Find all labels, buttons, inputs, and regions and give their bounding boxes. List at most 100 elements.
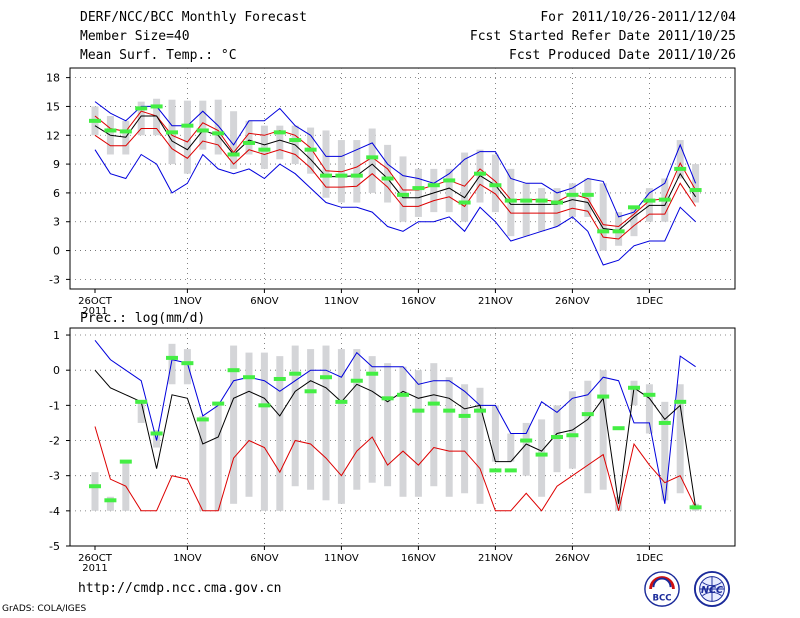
panel2-obs-marker xyxy=(397,392,409,397)
panel1-year-label: 2011 xyxy=(82,306,107,317)
panel2-spread-box xyxy=(245,352,253,497)
panel2-x-tick-label: 1NOV xyxy=(173,553,202,564)
panel2-spread-box xyxy=(260,352,268,511)
panel2-obs-marker xyxy=(289,371,302,376)
panel1-spread-box xyxy=(553,188,561,227)
bcc-logo: BCC xyxy=(644,571,680,607)
panel1-obs-marker xyxy=(535,198,548,203)
panel1-obs-marker xyxy=(628,205,640,210)
panel1-spread-box xyxy=(368,128,376,193)
panel1-spread-box xyxy=(630,207,638,237)
panel1-spread-box xyxy=(153,98,161,136)
panel2-obs-marker xyxy=(243,375,255,380)
panel1-x-tick-label: 1DEC xyxy=(636,296,663,307)
panel2-spread-box xyxy=(214,401,222,511)
panel2-obs-marker xyxy=(212,401,225,406)
panel2-spread-box xyxy=(491,405,499,462)
panel1-obs-marker xyxy=(227,152,240,157)
panel2-obs-marker xyxy=(320,375,332,380)
panel1-plot-frame xyxy=(69,67,736,290)
panel1-spread-box xyxy=(199,100,207,150)
panel2-obs-marker xyxy=(581,412,594,417)
panel2-obs-marker xyxy=(119,459,132,464)
panel1-spread-box xyxy=(584,178,592,217)
panel2-spread-box xyxy=(584,380,592,494)
panel2-obs-marker xyxy=(689,505,702,510)
panel1-obs-marker xyxy=(504,198,517,203)
panel2-spread-box xyxy=(368,356,376,483)
panel2-spread-box xyxy=(230,345,238,504)
svg-text:NCC: NCC xyxy=(701,585,723,596)
panel2-spread-box xyxy=(538,419,546,497)
panel2-spread-box xyxy=(445,377,453,497)
panel1-y-tick-label: 18 xyxy=(46,72,60,85)
panel2-obs-marker xyxy=(658,420,671,425)
panel2-x-tick-label: 16NOV xyxy=(401,553,436,564)
panel1-obs-marker xyxy=(243,140,255,145)
panel1-spread-box xyxy=(692,164,700,203)
panel1-obs-marker xyxy=(89,118,101,123)
member-size-label: Member Size=40 xyxy=(80,29,190,44)
panel1-obs-marker xyxy=(289,138,302,143)
panel1-spread-box xyxy=(676,140,684,179)
panel1-spread-box xyxy=(399,156,407,222)
panel2-spread-box xyxy=(476,387,484,504)
panel1-spread-box xyxy=(137,101,145,136)
panel1-max-line xyxy=(94,101,697,218)
panel2-obs-marker xyxy=(612,426,625,431)
panel2-obs-marker xyxy=(350,378,363,383)
panel1-spread-box xyxy=(260,125,268,169)
panel1-spread-box xyxy=(230,111,238,169)
panel2-spread-box xyxy=(137,401,145,423)
panel2-spread-box xyxy=(661,401,669,501)
panel1-obs-marker xyxy=(381,176,394,181)
panel2-x-tick-label: 21NOV xyxy=(478,553,513,564)
panel1-spread-box xyxy=(461,152,469,222)
panel1-obs-marker xyxy=(104,128,117,133)
panel2-y-tick-label: 0 xyxy=(53,364,60,377)
panel2-obs-marker xyxy=(535,452,548,457)
panel1-obs-marker xyxy=(119,129,132,134)
panel1-obs-marker xyxy=(581,192,594,197)
panel2-obs-marker xyxy=(551,435,563,439)
panel2-plot-frame xyxy=(69,327,736,547)
panel2-obs-marker xyxy=(504,468,517,473)
panel2-obs-marker xyxy=(335,399,348,404)
panel2-obs-marker xyxy=(150,431,163,436)
panel1-spread-box xyxy=(183,100,191,174)
panel2-obs-marker xyxy=(474,408,486,413)
panel1-spread-box xyxy=(245,120,253,155)
panel1-obs-marker xyxy=(366,155,379,160)
panel2-obs-marker xyxy=(227,368,240,373)
panel1-y-tick-label: 12 xyxy=(46,129,60,142)
panel1-y-tick-label: 3 xyxy=(53,216,60,229)
panel2-obs-marker xyxy=(273,376,286,381)
panel2-spread-box xyxy=(199,415,207,511)
panel2-obs-marker xyxy=(628,385,640,390)
panel2-spread-box xyxy=(414,370,422,497)
panel1-obs-marker xyxy=(658,197,671,202)
panel1-obs-marker xyxy=(335,173,348,178)
panel1-spread-box xyxy=(384,144,392,203)
panel1-x-tick-label: 1NOV xyxy=(173,296,202,307)
panel1-mean-line xyxy=(94,115,697,231)
panel1-obs-marker xyxy=(520,198,533,203)
panel2-spread-box xyxy=(276,356,284,511)
panel1-x-tick-label: 16NOV xyxy=(401,296,436,307)
panel2-y-tick-label: 1 xyxy=(53,329,60,342)
panel2-spread-box xyxy=(291,345,299,487)
panel2-mean-line xyxy=(94,369,697,508)
panel2-spread-box xyxy=(522,422,530,476)
panel2-spread-box xyxy=(430,363,438,487)
panel2-spread-box xyxy=(91,472,99,511)
panel2-obs-marker xyxy=(443,408,456,413)
panel2-spread-box xyxy=(399,366,407,497)
website-url[interactable]: http://cmdp.ncc.cma.gov.cn xyxy=(78,581,282,596)
panel2-spread-box xyxy=(676,384,684,494)
panel1-obs-marker xyxy=(551,200,563,205)
panel1-min-line xyxy=(94,149,696,266)
panel2-spread-box xyxy=(645,384,653,434)
panel1-spread-box xyxy=(599,183,607,251)
panel2-spread-box xyxy=(337,349,345,504)
panel2-title: Prec.: log(mm/d) xyxy=(80,311,205,326)
